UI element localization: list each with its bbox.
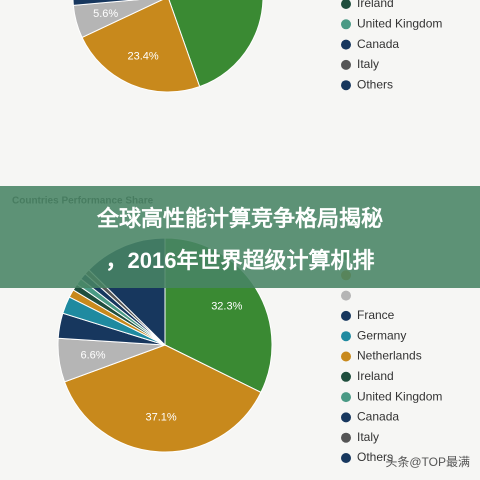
value-label: 32.3% [211, 301, 242, 313]
legend-dot [341, 80, 351, 91]
legend-dot [341, 392, 351, 403]
legend-dot [341, 310, 351, 321]
legend-label: France [357, 308, 395, 322]
legend-label: Canada [357, 37, 399, 51]
banner [0, 186, 480, 288]
charts: 23.4% 5.6% Ireland United Kingdom Canada Ital… [12, 0, 442, 464]
pie-slice [63, 344, 262, 453]
value-label: 37.1% [146, 412, 177, 424]
legend-label: Germany [357, 328, 406, 342]
legend-label: Italy [357, 430, 379, 444]
legend-label: Ireland [357, 369, 394, 383]
legend-label: United Kingdom [357, 389, 442, 403]
legend-label: Netherlands [357, 349, 422, 363]
pie-slice [168, 0, 264, 88]
value-label: 23.4% [127, 51, 158, 63]
legend-dot [341, 39, 351, 50]
legend-dot [341, 19, 351, 30]
legend-label: Ireland [357, 0, 394, 10]
watermark: 头条@TOP最满 [385, 455, 470, 469]
value-label: 5.6% [93, 8, 118, 20]
legend-label: Others [357, 77, 393, 91]
banner-line: 全球高性能计算竞争格局揭秘 [96, 206, 383, 231]
legend-dot [341, 351, 351, 362]
legend-label: United Kingdom [357, 16, 442, 30]
banner-line: ，2016年世界超级计算机排 [106, 248, 375, 273]
legend-label: Canada [357, 410, 399, 424]
legend-dot [341, 331, 351, 342]
legend-dot [341, 0, 351, 9]
legend-dot [341, 59, 351, 70]
legend-dot [341, 432, 351, 443]
value-label: 6.6% [80, 349, 105, 361]
pie-slice [72, 0, 140, 6]
legend-label: Italy [357, 57, 379, 71]
legend-dot [341, 290, 351, 301]
legend-dot [341, 412, 351, 423]
legend-label: Others [357, 450, 393, 464]
legend-dot [341, 453, 351, 463]
pie-slice [81, 0, 201, 93]
legend-dot [341, 371, 351, 382]
